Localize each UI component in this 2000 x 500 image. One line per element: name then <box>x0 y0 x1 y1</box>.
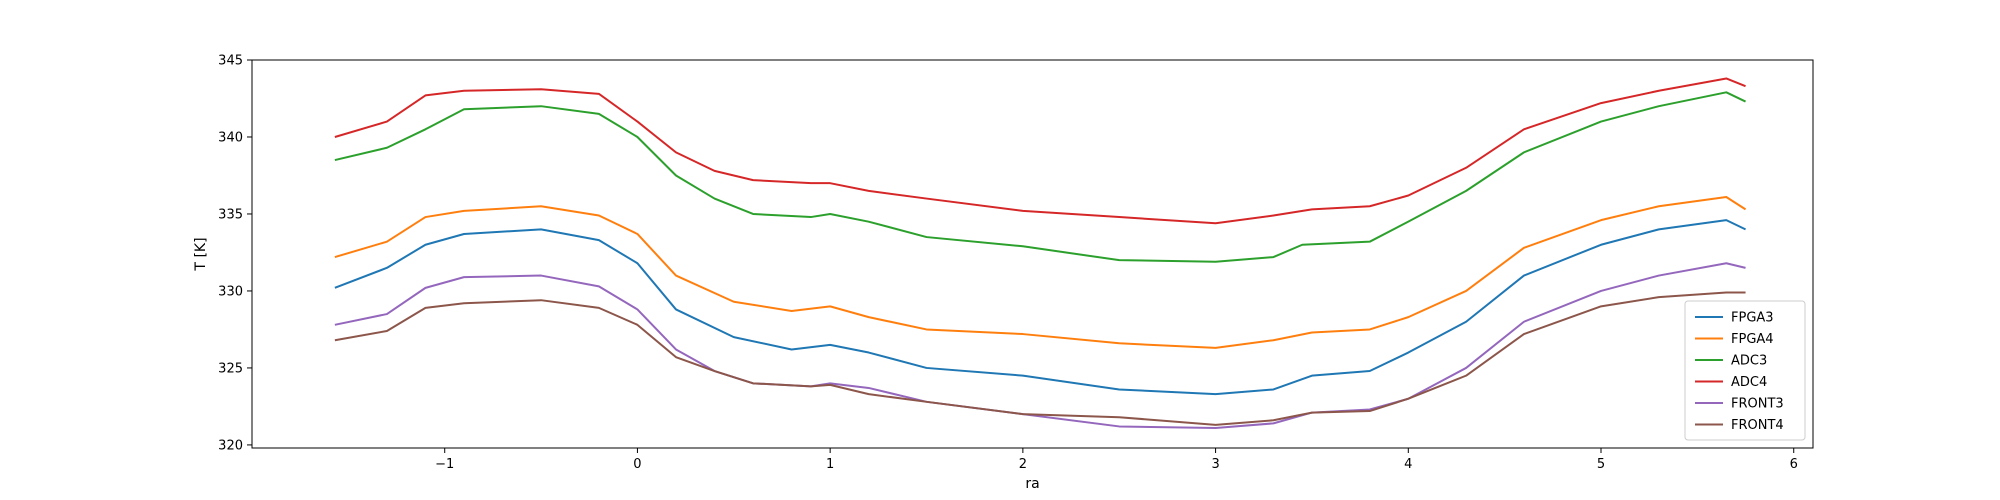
y-tick-label: 340 <box>218 130 243 145</box>
x-tick-label: 0 <box>633 457 641 472</box>
x-tick-label: 2 <box>1019 457 1027 472</box>
y-tick-label: 320 <box>218 438 243 453</box>
legend-label: FPGA4 <box>1731 332 1774 347</box>
series-layer <box>334 77 1747 429</box>
y-tick-label: 325 <box>218 361 243 376</box>
series-line-adc3 <box>334 91 1746 263</box>
legend-label: FRONT3 <box>1731 397 1784 412</box>
x-tick-label: 4 <box>1404 457 1412 472</box>
legend-label: FRONT4 <box>1731 418 1784 433</box>
y-tick-label: 330 <box>218 284 243 299</box>
x-tick-label: 6 <box>1790 457 1798 472</box>
series-line-adc4 <box>334 77 1746 225</box>
legend-label: ADC3 <box>1731 354 1767 369</box>
y-axis: 320 325 330 335 340 345 <box>218 54 252 453</box>
y-axis-label: T [K] <box>193 237 209 271</box>
legend-label: ADC4 <box>1731 375 1767 390</box>
legend-box <box>1684 300 1806 441</box>
legend-label: FPGA3 <box>1731 311 1774 326</box>
series-line-fpga3 <box>334 219 1746 396</box>
plot-area <box>251 59 1814 449</box>
x-tick-label: 1 <box>826 457 834 472</box>
legend: FPGA3 FPGA4 ADC3 ADC4 FRONT3 FRONT4 <box>1684 300 1806 441</box>
plot-frame <box>251 59 1814 449</box>
x-axis-label: ra <box>1025 476 1039 492</box>
x-tick-label: 5 <box>1597 457 1605 472</box>
x-tick-label: −1 <box>435 457 454 472</box>
x-axis: −1 0 1 2 3 4 5 6 <box>435 448 1798 472</box>
x-tick-label: 3 <box>1211 457 1219 472</box>
series-line-front4 <box>334 291 1746 426</box>
series-line-fpga4 <box>334 196 1747 349</box>
y-tick-label: 345 <box>218 54 243 69</box>
y-tick-label: 335 <box>218 207 243 222</box>
